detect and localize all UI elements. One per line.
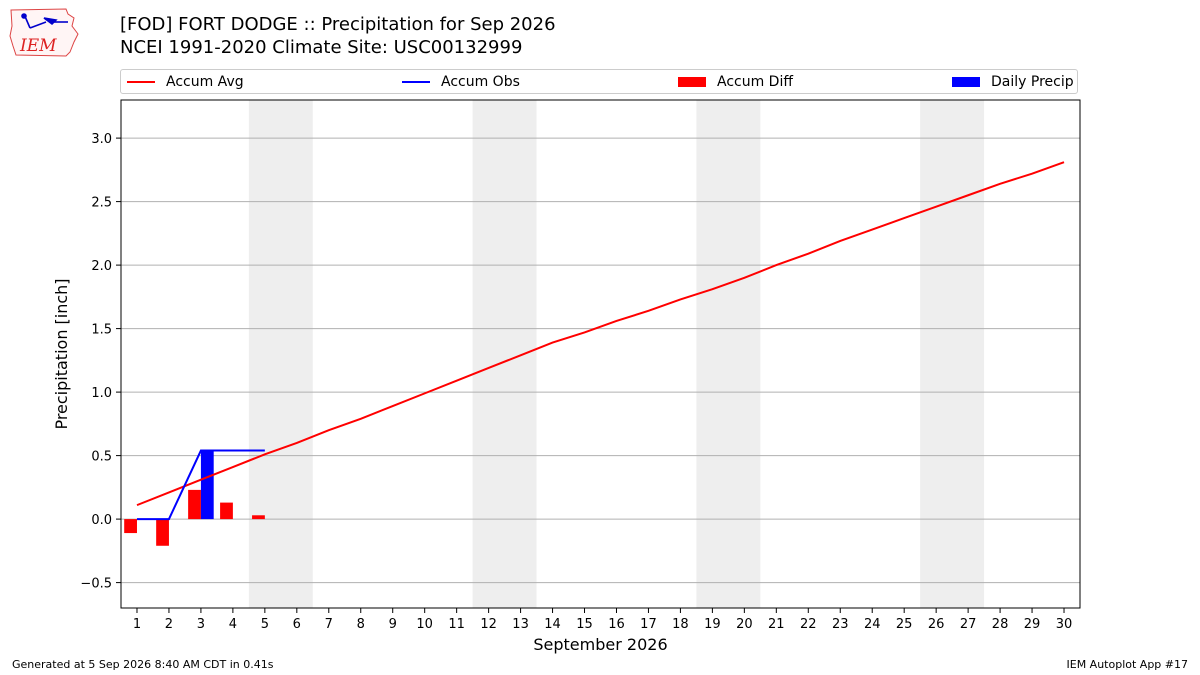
accum-avg-line (136, 161, 1065, 507)
x-tick-label-9: 9 (389, 617, 397, 632)
x-tick-label-20: 20 (736, 617, 753, 632)
accum-diff-bar-day-2 (156, 519, 169, 546)
x-tick-label-14: 14 (544, 617, 561, 632)
x-tick-label-23: 23 (832, 617, 849, 632)
legend-swatch-accum-obs (402, 81, 430, 83)
y-tick-label-6: 2.5 (91, 196, 112, 211)
y-tick-label-2: 0.5 (91, 450, 112, 465)
chart-title: [FOD] FORT DODGE :: Precipitation for Se… (120, 13, 556, 59)
weather-station-icon (21, 13, 68, 29)
x-tick-label-11: 11 (448, 617, 465, 632)
x-tick-label-24: 24 (864, 617, 881, 632)
x-tick-label-3: 3 (197, 617, 205, 632)
legend: Accum Avg Accum Obs Accum Diff Daily Pre… (120, 69, 1078, 94)
x-tick-label-2: 2 (165, 617, 173, 632)
legend-item-accum-obs: Accum Obs (402, 73, 520, 91)
weekend-shade-4 (920, 100, 985, 608)
legend-swatch-daily-precip (952, 77, 980, 87)
daily-precip-bar-day-3 (200, 450, 214, 520)
x-tick-label-17: 17 (640, 617, 657, 632)
legend-label-daily-precip: Daily Precip (991, 74, 1074, 90)
footer-app-id: IEM Autoplot App #17 (1066, 658, 1189, 671)
x-tick-label-4: 4 (229, 617, 237, 632)
x-tick-label-18: 18 (672, 617, 689, 632)
iem-logo: IEM (9, 8, 79, 57)
legend-label-accum-diff: Accum Diff (717, 74, 794, 90)
x-tick-label-16: 16 (608, 617, 625, 632)
y-tick-label-7: 3.0 (91, 132, 112, 147)
accum-diff-bar-day-4 (220, 502, 233, 520)
accum-obs-line (136, 449, 265, 521)
accum-diff-bar-day-1 (124, 519, 137, 534)
accum-diff-bar-day-3 (188, 489, 201, 520)
plot-frame (120, 99, 1081, 609)
title-line-1: [FOD] FORT DODGE :: Precipitation for Se… (120, 14, 556, 35)
weekend-shade-2 (472, 100, 537, 608)
x-tick-label-1: 1 (133, 617, 141, 632)
x-tick-label-7: 7 (325, 617, 333, 632)
x-tick-label-26: 26 (928, 617, 945, 632)
accum-diff-bar-day-5 (252, 515, 265, 520)
legend-item-accum-diff: Accum Diff (678, 73, 793, 91)
x-tick-label-6: 6 (293, 617, 301, 632)
x-tick-label-8: 8 (357, 617, 365, 632)
x-tick-label-25: 25 (896, 617, 913, 632)
y-axis-label: Precipitation [inch] (52, 278, 71, 429)
y-tick-label-1: 0.0 (91, 513, 112, 528)
weekend-shade-1 (248, 100, 313, 608)
x-tick-label-21: 21 (768, 617, 785, 632)
x-tick-label-13: 13 (512, 617, 529, 632)
legend-swatch-accum-avg (127, 81, 155, 83)
y-tick-label-4: 1.5 (91, 323, 112, 338)
title-line-2: NCEI 1991-2020 Climate Site: USC00132999 (120, 37, 523, 58)
footer-generated: Generated at 5 Sep 2026 8:40 AM CDT in 0… (12, 658, 274, 671)
legend-label-accum-avg: Accum Avg (166, 74, 244, 90)
x-tick-label-28: 28 (992, 617, 1009, 632)
iem-logo-text: IEM (19, 36, 57, 56)
x-tick-label-10: 10 (416, 617, 433, 632)
y-tick-label-3: 1.0 (91, 386, 112, 401)
legend-item-daily-precip: Daily Precip (952, 73, 1074, 91)
x-tick-label-19: 19 (704, 617, 721, 632)
x-tick-label-5: 5 (261, 617, 269, 632)
x-tick-label-30: 30 (1056, 617, 1073, 632)
y-tick-label-5: 2.0 (91, 259, 112, 274)
x-tick-label-22: 22 (800, 617, 817, 632)
x-tick-label-12: 12 (480, 617, 497, 632)
x-tick-label-27: 27 (960, 617, 977, 632)
weekend-shade-3 (696, 100, 761, 608)
x-axis-label: September 2026 (533, 635, 667, 654)
x-tick-label-15: 15 (576, 617, 593, 632)
legend-label-accum-obs: Accum Obs (441, 74, 520, 90)
legend-swatch-accum-diff (678, 77, 706, 87)
x-tick-label-29: 29 (1024, 617, 1041, 632)
y-tick-label-0: −0.5 (80, 577, 112, 592)
legend-item-accum-avg: Accum Avg (127, 73, 244, 91)
